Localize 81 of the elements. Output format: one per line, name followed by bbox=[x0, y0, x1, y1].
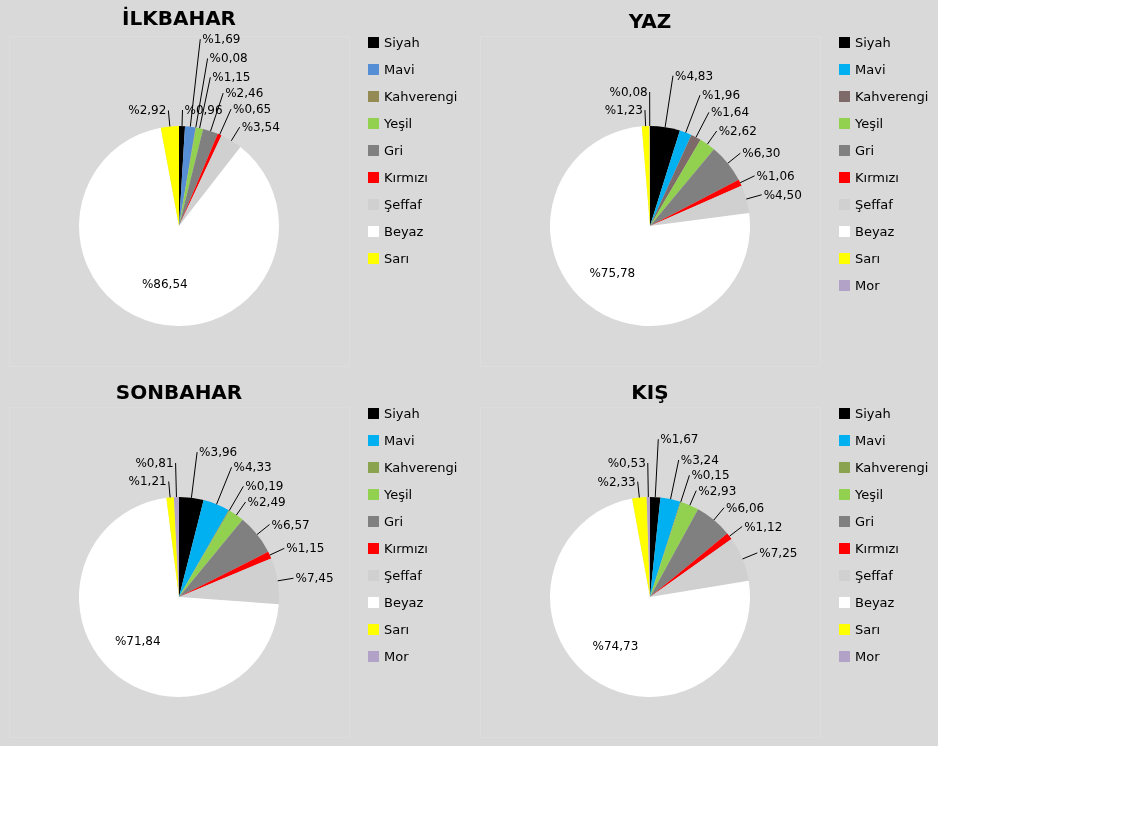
data-label: %1,21 bbox=[128, 474, 167, 489]
legend-label: Şeffaf bbox=[855, 567, 894, 583]
legend-label: Sarı bbox=[855, 621, 881, 637]
legend-label: Beyaz bbox=[855, 223, 895, 239]
legend-label: Kahverengi bbox=[855, 459, 929, 475]
data-label: %1,06 bbox=[756, 168, 795, 183]
legend-label: Kırmızı bbox=[384, 540, 428, 556]
legend-label: Gri bbox=[855, 513, 875, 529]
data-label: %0,19 bbox=[245, 479, 284, 494]
legend-label: Kırmızı bbox=[855, 169, 899, 185]
data-label: %1,69 bbox=[202, 32, 241, 47]
legend-label: Kırmızı bbox=[855, 540, 899, 556]
data-label: %2,93 bbox=[698, 483, 737, 498]
legend-label: Gri bbox=[855, 142, 875, 158]
legend-label: Siyah bbox=[384, 405, 420, 421]
chart-title: SONBAHAR bbox=[115, 380, 243, 404]
legend-label: Şeffaf bbox=[855, 196, 894, 212]
legend-label: Mor bbox=[855, 277, 881, 293]
data-label: %4,83 bbox=[674, 68, 714, 83]
data-label: %2,92 bbox=[128, 103, 167, 118]
data-label: %1,15 bbox=[286, 541, 325, 556]
data-label: %2,33 bbox=[597, 474, 636, 489]
data-label: %1,67 bbox=[660, 432, 699, 447]
legend-label: Şeffaf bbox=[384, 567, 423, 583]
data-label: %3,54 bbox=[241, 120, 280, 135]
legend-label: Kırmızı bbox=[384, 169, 428, 185]
legend-label: Mavi bbox=[384, 432, 415, 448]
data-label: %2,62 bbox=[718, 124, 757, 139]
chart-title: KIŞ bbox=[631, 380, 669, 404]
data-label: %2,49 bbox=[247, 494, 286, 509]
legend-label: Beyaz bbox=[384, 594, 424, 610]
legend-label: Yeşil bbox=[383, 486, 413, 502]
legend-label: Kahverengi bbox=[384, 459, 458, 475]
data-label: %86,54 bbox=[141, 277, 188, 292]
data-label: %0,08 bbox=[209, 51, 248, 66]
chart-title: YAZ bbox=[627, 9, 672, 33]
data-label: %0,08 bbox=[609, 85, 648, 99]
data-label: %7,45 bbox=[295, 571, 334, 586]
data-label: %0,65 bbox=[233, 102, 272, 117]
legend-label: Şeffaf bbox=[384, 196, 423, 212]
data-label: %6,06 bbox=[726, 500, 765, 515]
data-label: %6,57 bbox=[271, 517, 310, 532]
legend-label: Siyah bbox=[384, 34, 420, 50]
data-label: %1,96 bbox=[701, 88, 741, 103]
data-label: %7,25 bbox=[759, 545, 798, 560]
data-label: %74,73 bbox=[592, 639, 639, 654]
legend-label: Kahverengi bbox=[384, 88, 458, 104]
legend-label: Yeşil bbox=[383, 115, 413, 131]
legend-label: Mor bbox=[384, 648, 410, 664]
legend-label: Sarı bbox=[384, 621, 410, 637]
data-label: %3,24 bbox=[680, 452, 719, 467]
legend-label: Mavi bbox=[384, 61, 415, 77]
data-label: %71,84 bbox=[114, 633, 161, 648]
legend-label: Sarı bbox=[855, 250, 881, 266]
legend-label: Gri bbox=[384, 513, 404, 529]
legend-label: Gri bbox=[384, 142, 404, 158]
legend-label: Sarı bbox=[384, 250, 410, 266]
data-label: %1,15 bbox=[212, 70, 251, 85]
data-label: %6,30 bbox=[742, 146, 781, 161]
data-label: %1,12 bbox=[744, 519, 783, 534]
legend-label: Siyah bbox=[855, 34, 891, 50]
legend-label: Yeşil bbox=[854, 486, 884, 502]
data-label: %0,81 bbox=[135, 456, 174, 471]
legend-label: Kahverengi bbox=[855, 88, 929, 104]
data-label: %4,50 bbox=[763, 187, 802, 202]
data-label: %75,78 bbox=[589, 265, 636, 280]
legend-label: Mavi bbox=[855, 61, 886, 77]
data-label: %3,96 bbox=[199, 445, 238, 460]
legend-label: Beyaz bbox=[384, 223, 424, 239]
data-label: %0,53 bbox=[607, 456, 646, 471]
data-label: %2,46 bbox=[225, 86, 264, 101]
legend-label: Yeşil bbox=[854, 115, 884, 131]
data-label: %1,23 bbox=[604, 103, 643, 118]
data-label: %1,64 bbox=[710, 105, 750, 120]
legend-label: Mavi bbox=[855, 432, 886, 448]
legend-label: Beyaz bbox=[855, 594, 895, 610]
legend-label: Siyah bbox=[855, 405, 891, 421]
data-label: %0,15 bbox=[691, 468, 730, 483]
data-label: %4,33 bbox=[233, 460, 272, 475]
chart-title: İLKBAHAR bbox=[121, 6, 237, 31]
legend-label: Mor bbox=[855, 648, 881, 664]
